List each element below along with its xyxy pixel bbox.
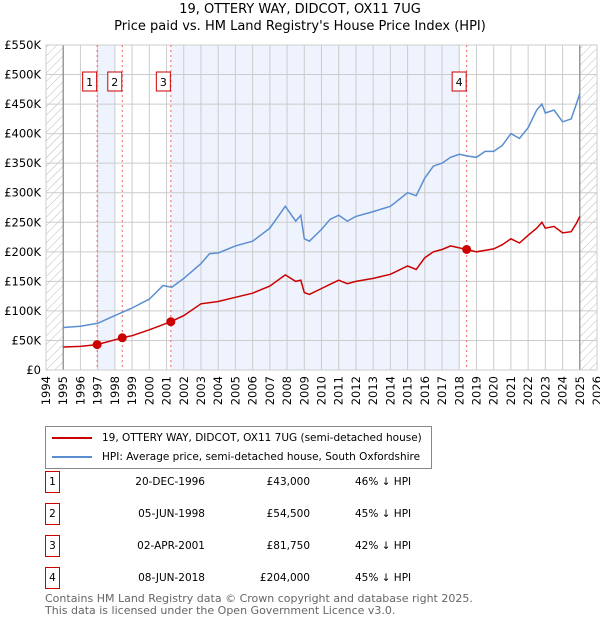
series-line (63, 216, 581, 348)
legend-swatch-property (52, 437, 92, 439)
sale-point (92, 340, 102, 350)
x-tick-label: 2009 (297, 376, 311, 405)
sale-marker-box (82, 71, 98, 92)
x-tick-label: 2025 (573, 376, 587, 405)
series-line (63, 93, 581, 329)
x-tick-label: 2019 (469, 376, 483, 405)
x-tick-label: 2026 (590, 376, 600, 405)
sale-point (117, 333, 127, 343)
x-tick-label: 2017 (435, 376, 449, 405)
y-tick-label: £300K (4, 186, 41, 200)
sale-hpi: 45% ↓ HPI (355, 508, 412, 520)
legend-swatch-hpi (52, 456, 92, 458)
y-tick-label: £450K (4, 97, 41, 111)
shaded-range (170, 45, 460, 370)
y-tick-label: £200K (4, 245, 41, 259)
y-tick-label: £150K (4, 274, 41, 288)
x-tick-label: 2000 (142, 376, 156, 405)
footer: Contains HM Land Registry data © Crown c… (45, 593, 473, 617)
sale-number: 1 (45, 471, 60, 493)
x-tick-label: 2005 (228, 376, 242, 405)
table-row: 4 08-JUN-2018 £204,000 45% ↓ HPI (45, 567, 445, 589)
x-tick-label: 1999 (125, 376, 139, 405)
sale-number: 4 (45, 567, 60, 589)
sale-marker-label: 1 (86, 76, 93, 89)
x-tick-label: 2015 (401, 376, 415, 405)
y-tick-label: £0 (26, 363, 41, 377)
table-row: 1 20-DEC-1996 £43,000 46% ↓ HPI (45, 471, 445, 493)
x-tick-label: 1998 (108, 376, 122, 405)
x-tick-label: 2016 (418, 376, 432, 405)
sale-marker-label: 2 (111, 76, 118, 89)
legend-item-hpi: HPI: Average price, semi-detached house,… (52, 449, 420, 465)
sale-price: £81,750 (266, 540, 310, 552)
sale-date: 02-APR-2001 (137, 540, 205, 552)
y-tick-label: £100K (4, 304, 41, 318)
footer-line-1: Contains HM Land Registry data © Crown c… (45, 592, 473, 605)
x-tick-label: 2020 (487, 376, 501, 405)
x-tick-label: 2001 (160, 376, 174, 405)
x-tick-label: 2022 (521, 376, 535, 405)
y-tick-label: £400K (4, 127, 41, 141)
x-tick-label: 2023 (538, 376, 552, 405)
x-tick-label: 2010 (315, 376, 329, 405)
sale-marker-box (451, 71, 467, 92)
x-tick-label: 2008 (280, 376, 294, 405)
sale-date: 05-JUN-1998 (138, 508, 205, 520)
legend-label: HPI: Average price, semi-detached house,… (102, 451, 421, 463)
x-tick-label: 2003 (194, 376, 208, 405)
x-tick-label: 2011 (332, 376, 346, 405)
legend: 19, OTTERY WAY, DIDCOT, OX11 7UG (semi-d… (45, 426, 432, 469)
chart-subtitle: Price paid vs. HM Land Registry's House … (114, 19, 486, 34)
y-tick-label: £50K (12, 333, 42, 347)
sale-price: £204,000 (259, 572, 310, 584)
x-tick-label: 2012 (349, 376, 363, 405)
sale-marker-box (107, 71, 123, 92)
table-row: 2 05-JUN-1998 £54,500 45% ↓ HPI (45, 503, 445, 525)
sale-number: 3 (45, 535, 60, 557)
plot-border (45, 44, 598, 371)
sale-point (462, 244, 472, 254)
x-tick-label: 1994 (39, 376, 53, 405)
sale-marker-label: 4 (456, 76, 463, 89)
hatched-range (46, 45, 64, 370)
x-tick-label: 1995 (56, 376, 70, 405)
x-tick-label: 2006 (246, 376, 260, 405)
y-tick-label: £250K (4, 215, 41, 229)
hatched-range (579, 45, 597, 370)
y-tick-label: £350K (4, 156, 41, 170)
x-tick-label: 2004 (211, 376, 225, 405)
footer-line-2: This data is licensed under the Open Gov… (45, 604, 396, 617)
x-tick-label: 2018 (452, 376, 466, 405)
table-row: 3 02-APR-2001 £81,750 42% ↓ HPI (45, 535, 445, 557)
sale-point (166, 317, 176, 327)
y-tick-label: £500K (4, 68, 41, 82)
x-tick-label: 2013 (366, 376, 380, 405)
sale-hpi: 46% ↓ HPI (355, 476, 412, 488)
sale-marker-label: 3 (160, 76, 167, 89)
plot-area: 1994 1995 1996 1997 1998 1999 2000 2001 2002 2003… (4, 38, 600, 405)
sale-hpi: 45% ↓ HPI (355, 572, 412, 584)
legend-item-property: 19, OTTERY WAY, DIDCOT, OX11 7UG (semi-d… (52, 430, 422, 446)
x-tick-label: 2014 (383, 376, 397, 405)
sale-hpi: 42% ↓ HPI (355, 540, 412, 552)
x-tick-label: 2007 (263, 376, 277, 405)
x-tick-label: 2021 (504, 376, 518, 405)
shaded-range (97, 45, 115, 370)
sale-price: £43,000 (266, 476, 310, 488)
legend-label: 19, OTTERY WAY, DIDCOT, OX11 7UG (semi-d… (102, 432, 422, 444)
sale-marker-box (155, 71, 171, 92)
sale-date: 20-DEC-1996 (135, 476, 205, 488)
y-tick-label: £550K (4, 38, 41, 52)
sale-date: 08-JUN-2018 (138, 572, 205, 584)
x-tick-label: 2024 (556, 376, 570, 405)
chart-title: 19, OTTERY WAY, DIDCOT, OX11 7UG (179, 2, 421, 17)
sale-price: £54,500 (266, 508, 310, 520)
sale-number: 2 (45, 503, 60, 525)
x-tick-label: 1996 (73, 376, 87, 405)
x-tick-label: 1997 (91, 376, 105, 405)
x-tick-label: 2002 (177, 376, 191, 405)
